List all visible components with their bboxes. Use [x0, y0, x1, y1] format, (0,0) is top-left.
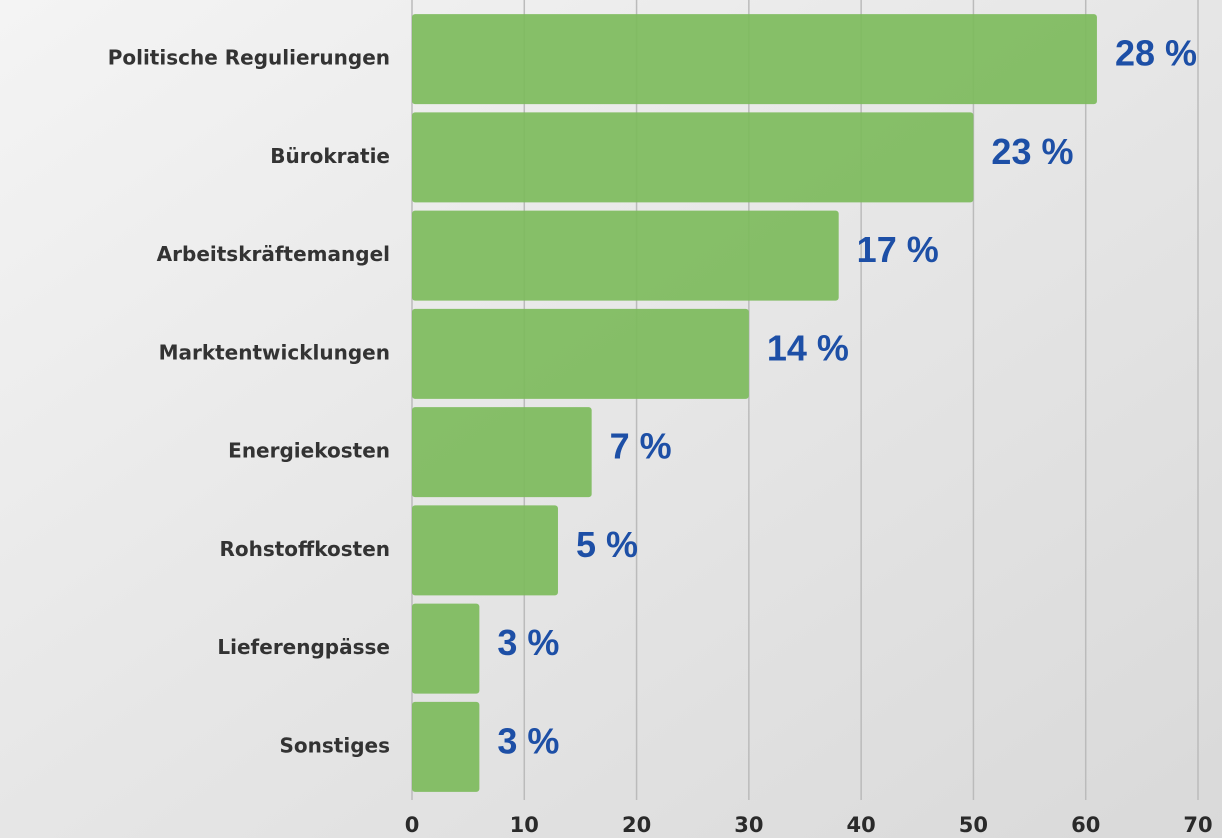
bar	[412, 14, 1097, 105]
bar	[412, 603, 480, 694]
x-tick-label: 50	[959, 813, 988, 837]
bar-annotation: 17 %	[857, 229, 939, 270]
x-tick-label: 60	[1071, 813, 1100, 837]
bar	[412, 308, 749, 399]
plot: 0 10 20 30 40 50 60 70 Politische Regulierungen 2…	[108, 0, 1213, 837]
bar-annotation: 3 %	[497, 622, 559, 663]
x-tick-label: 70	[1183, 813, 1212, 837]
bar-annotation: 7 %	[610, 426, 672, 467]
x-tick-label: 0	[405, 813, 420, 837]
bar	[412, 505, 558, 596]
bar	[412, 210, 839, 301]
x-tick-label: 40	[847, 813, 876, 837]
y-tick-label: Marktentwicklungen	[159, 340, 390, 364]
bar	[412, 407, 592, 498]
y-tick-label: Sonstiges	[280, 733, 391, 757]
y-tick-label: Bürokratie	[270, 144, 390, 168]
bar-annotation: 14 %	[767, 327, 849, 368]
y-tick-label: Rohstoffkosten	[219, 537, 390, 561]
x-tick-label: 10	[510, 813, 539, 837]
y-tick-label: Politische Regulierungen	[108, 46, 390, 70]
bar-annotation: 3 %	[497, 720, 559, 761]
bar-annotation: 28 %	[1115, 33, 1197, 74]
bar-annotation: 5 %	[576, 524, 638, 565]
bar	[412, 701, 480, 792]
y-tick-label: Lieferengpässe	[217, 635, 390, 659]
x-tick-label: 20	[622, 813, 651, 837]
x-tick-label: 30	[734, 813, 763, 837]
y-tick-label: Energiekosten	[228, 439, 390, 463]
bar-annotation: 23 %	[991, 131, 1073, 172]
bar	[412, 112, 974, 203]
y-tick-label: Arbeitskräftemangel	[157, 242, 390, 266]
